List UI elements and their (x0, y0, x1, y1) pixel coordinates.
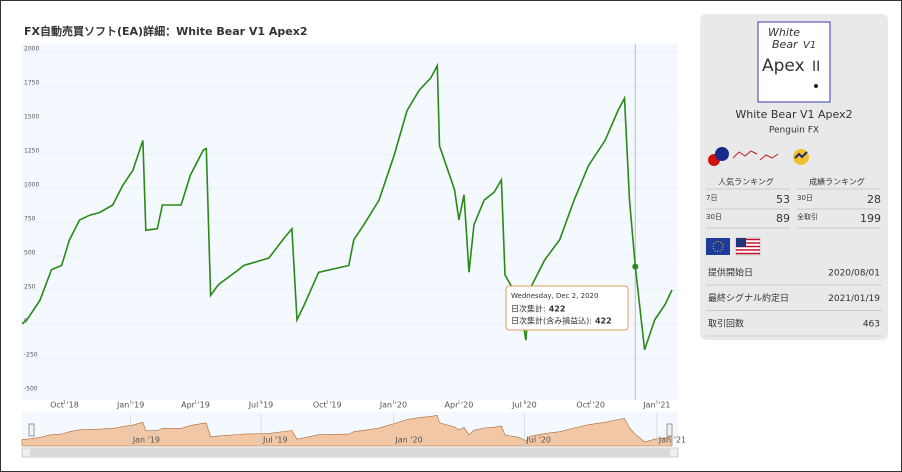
x-tick-label: Apr '20 (445, 401, 474, 410)
ea-name[interactable]: White Bear V1 Apex2 (735, 108, 852, 121)
y-tick-label: 250 (24, 284, 36, 291)
sidebar-card (700, 14, 888, 340)
x-tick-label: Oct '18 (50, 401, 79, 410)
info-label: 提供開始日 (708, 267, 753, 279)
ranking-value: 89 (776, 212, 790, 225)
y-tick-label: 1750 (24, 80, 39, 87)
x-tick-label: Jan '19 (116, 401, 144, 410)
info-label: 取引回数 (708, 318, 744, 330)
info-label: 最終シグナル約定日 (708, 292, 789, 304)
y-tick-label: 1000 (24, 182, 39, 189)
chart-title: FX自動売買ソフト(EA)詳細：White Bear V1 Apex2 (24, 24, 307, 38)
icon (732, 150, 779, 161)
ranking-value: 28 (867, 193, 881, 206)
ranking-label: 30日 (797, 194, 813, 202)
icon (794, 151, 808, 159)
info-value: 2020/08/01 (828, 269, 880, 279)
y-tick-label: -500 (24, 386, 38, 393)
x-tick-label: Jan '20 (379, 401, 407, 410)
ranking-value: 53 (776, 193, 790, 206)
y-tick-label: 2000 (24, 46, 39, 53)
ranking-label: 7日 (706, 194, 717, 202)
navigator-handle[interactable] (666, 423, 673, 437)
hover-point (632, 263, 639, 270)
tooltip-date: Wednesday, Dec 2, 2020 (511, 292, 598, 300)
x-tick-label: Jul '20 (511, 401, 537, 410)
us-canton (736, 238, 746, 247)
tooltip-value: 422 (549, 305, 566, 314)
ranking-label: 全取引 (797, 212, 818, 221)
logo-text: Bear (772, 38, 799, 51)
y-tick-label: -250 (24, 352, 38, 359)
navigator-tick-label: Jul '20 (525, 436, 551, 445)
ranking-title: 人気ランキング (718, 177, 774, 187)
us-stripes (736, 238, 760, 255)
eu-flag (706, 238, 730, 255)
icon (715, 147, 729, 161)
x-tick-label: Jan '21 (642, 401, 670, 410)
logo-dot (814, 84, 818, 88)
info-value: 463 (863, 320, 880, 330)
logo-text: White (768, 26, 800, 39)
tooltip-label: 日次集計(含み損益込): (511, 316, 592, 326)
navigator-handle[interactable] (28, 423, 35, 437)
navigator-tick-label: Jan '21 (658, 436, 686, 445)
y-tick-label: 1250 (24, 148, 39, 155)
logo-text: V1 (803, 40, 816, 51)
logo-text: Apex (762, 56, 805, 76)
ranking-value: 199 (860, 212, 881, 225)
navigator-tick-label: Jan '19 (132, 436, 160, 445)
logo (757, 21, 831, 103)
y-tick-label: 1500 (24, 114, 39, 121)
scrollbar-thumb[interactable] (30, 449, 670, 456)
tooltip-value: 422 (595, 317, 612, 326)
info-value: 2021/01/19 (828, 294, 880, 304)
x-tick-label: Apr '19 (181, 401, 210, 410)
logo-text: II (812, 59, 820, 75)
eu-stars (712, 241, 724, 252)
navigator-area (21, 414, 673, 447)
y-tick-label: 750 (24, 216, 36, 223)
tooltip-box (505, 285, 629, 331)
sidebar: White Bear V1 Apex II White Bear V1 Apex… (700, 14, 888, 340)
author: Penguin FX (769, 126, 819, 136)
navigator-tick-label: Jul '19 (262, 436, 288, 445)
navigator-tick-label: Jan '20 (394, 436, 422, 445)
tooltip-label: 日次集計: (511, 304, 546, 314)
x-tick-label: Oct '20 (576, 401, 605, 410)
ranking-title: 成績ランキング (809, 177, 865, 187)
y-tick-label: 500 (24, 250, 36, 257)
x-tick-label: Jul '19 (248, 401, 274, 410)
ranking-label: 30日 (706, 213, 722, 221)
x-tick-label: Oct '19 (313, 401, 342, 410)
series-line (21, 62, 673, 351)
